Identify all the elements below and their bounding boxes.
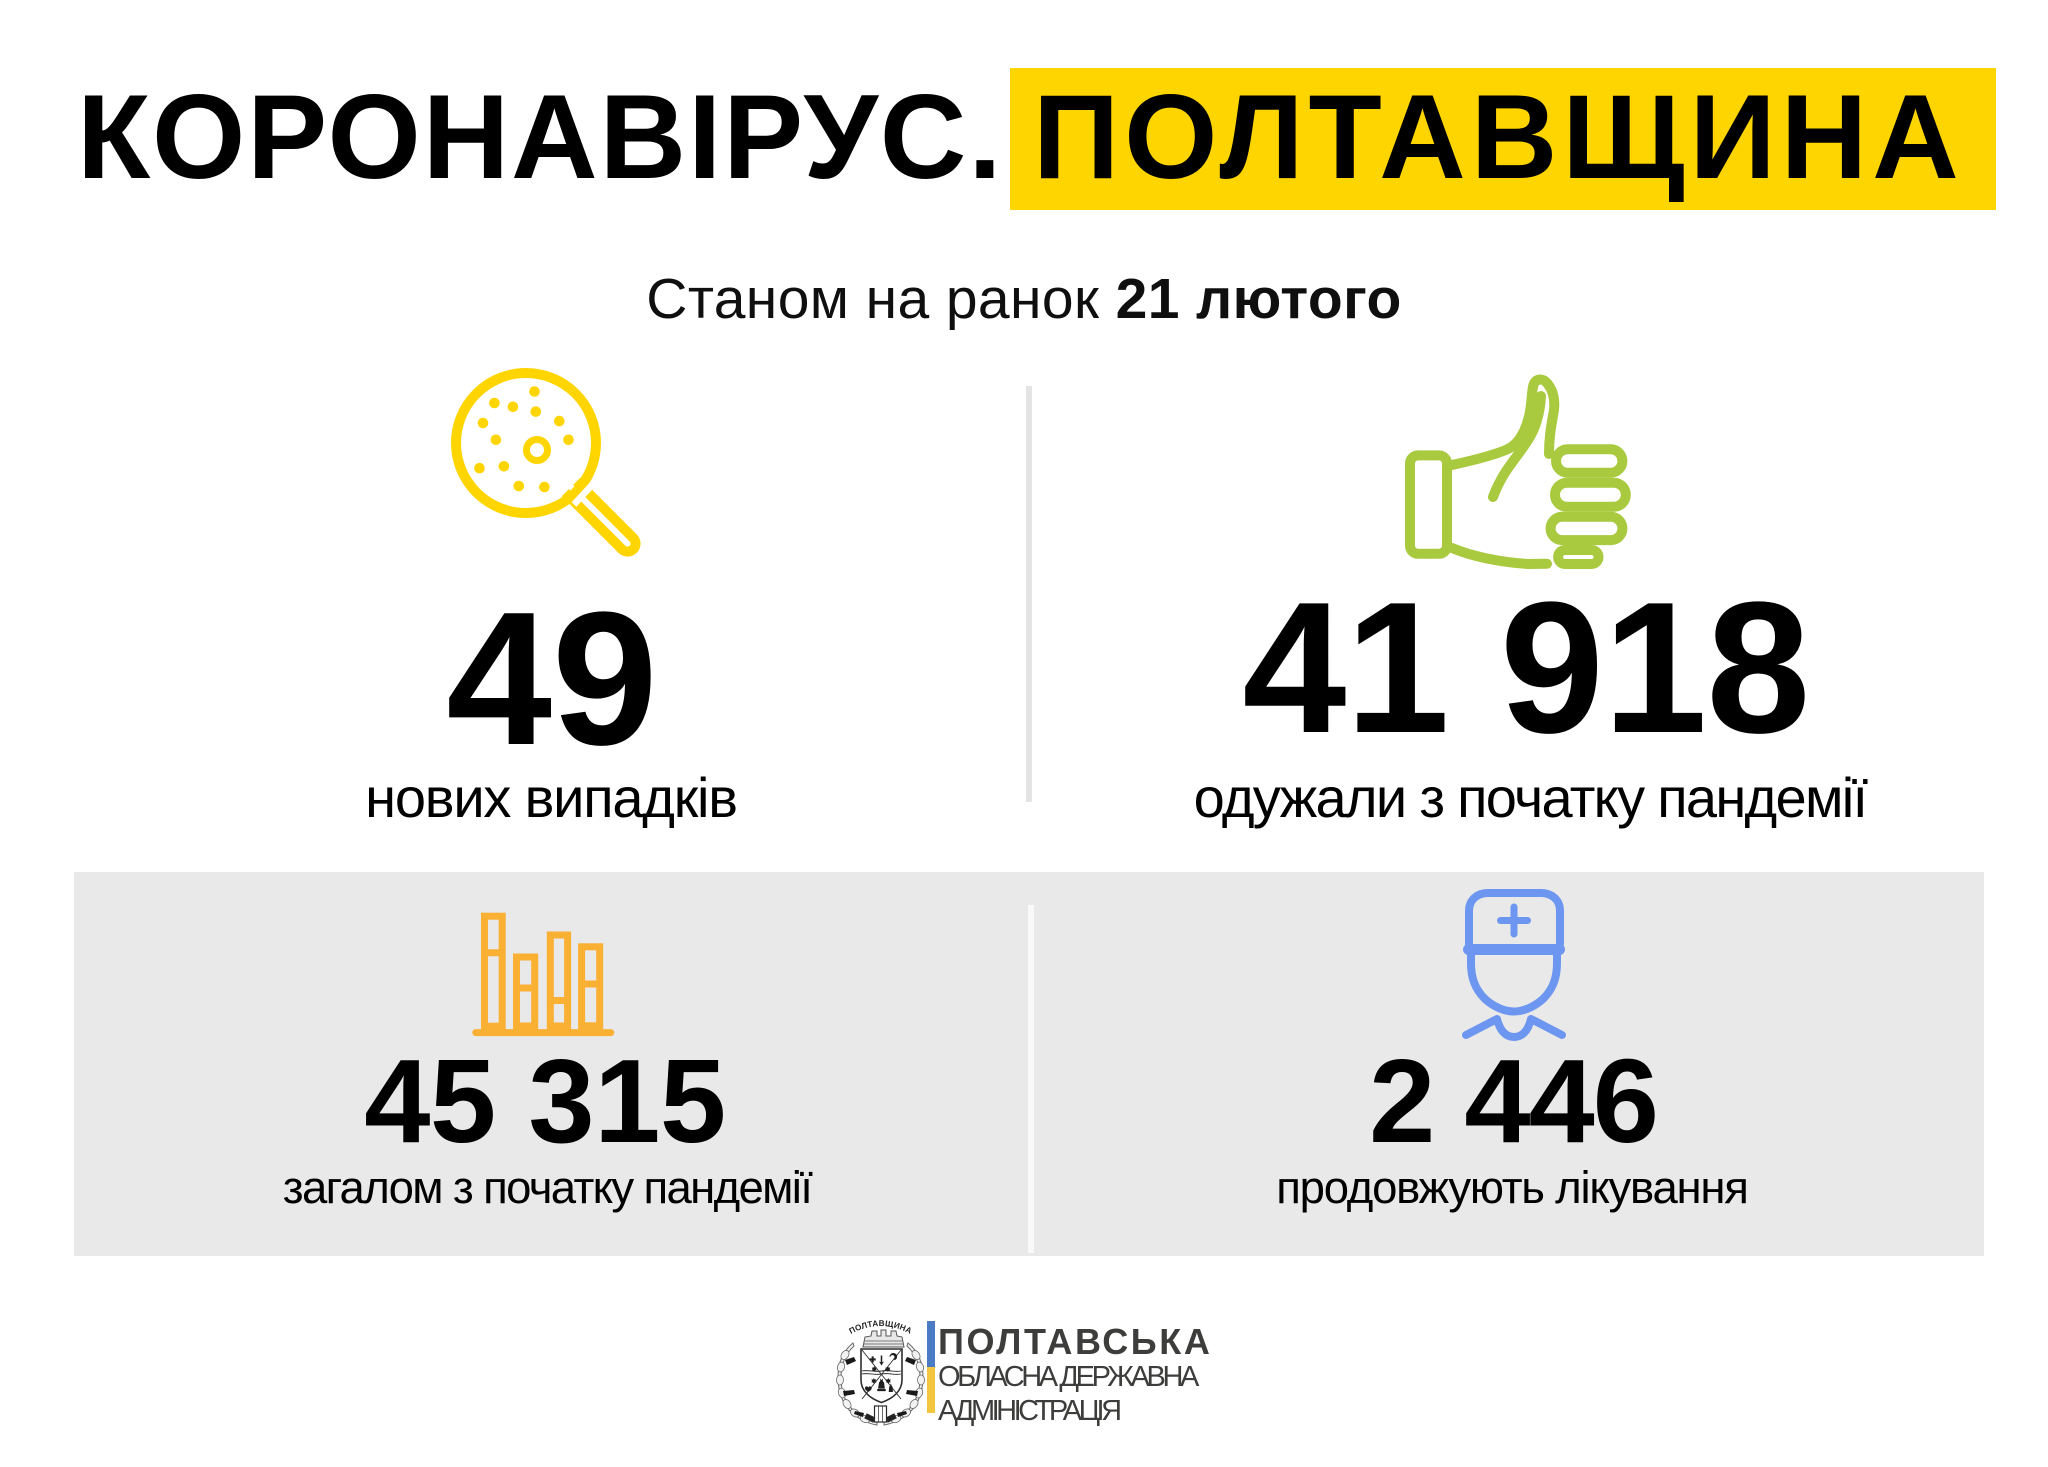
- svg-text:ПОЛТАВЩИНА: ПОЛТАВЩИНА: [848, 1319, 914, 1336]
